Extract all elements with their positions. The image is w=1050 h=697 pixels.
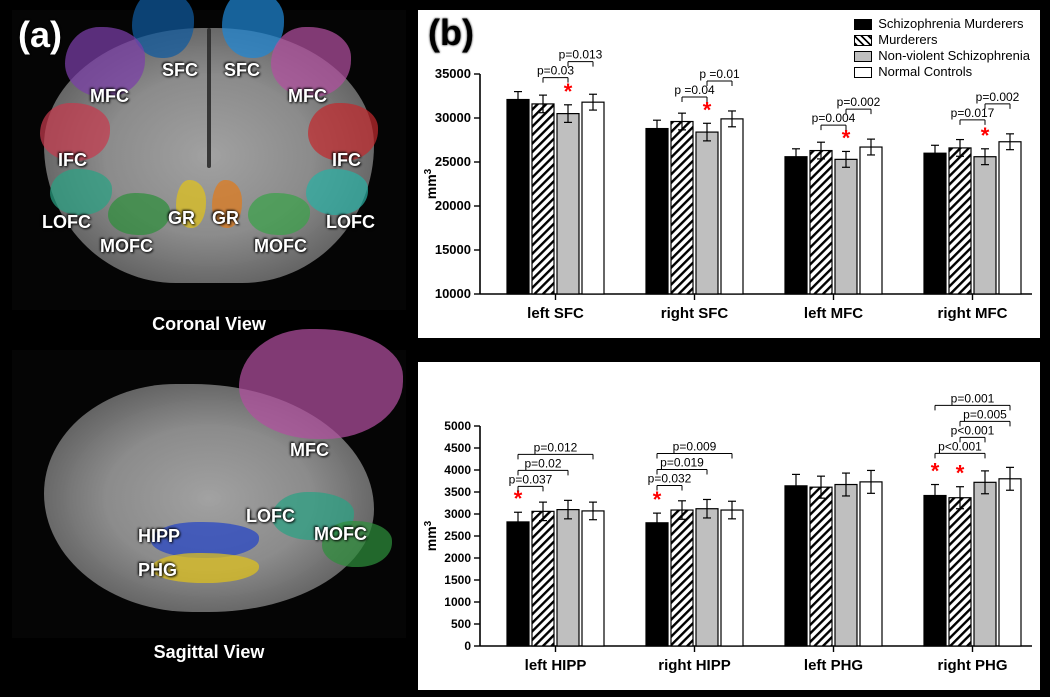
sagittal-caption: Sagittal View — [12, 642, 406, 663]
region-label-ifc_l: IFC — [58, 150, 87, 171]
region-mofc_l — [108, 193, 170, 235]
left-column: (a) SFC SFC MFC MFC IFC IFC LOFC LOFC MOFC MOFC GR… — [12, 10, 412, 670]
bottom-chart-panel: 0 500 1000 1500 2000 2500 3000 3500 4000 4500 5000… — [418, 362, 1040, 690]
svg-text:left SFC: left SFC — [527, 305, 584, 322]
svg-text:*: * — [653, 487, 662, 512]
svg-text:p<0.001: p<0.001 — [951, 423, 995, 437]
svg-text:20000: 20000 — [435, 198, 471, 213]
region-label-sfc_r: SFC — [224, 60, 260, 81]
region-label-mofc_l: MOFC — [100, 236, 153, 257]
svg-text:mm3: mm3 — [423, 168, 440, 199]
svg-text:p=0.002: p=0.002 — [976, 90, 1020, 104]
svg-text:right HIPP: right HIPP — [658, 657, 731, 674]
legend-row-0: Schizophrenia Murderers — [854, 16, 1030, 32]
svg-text:p=0.02: p=0.02 — [524, 456, 561, 470]
svg-text:4500: 4500 — [444, 441, 471, 455]
svg-text:left HIPP: left HIPP — [525, 657, 587, 674]
svg-text:35000: 35000 — [435, 66, 471, 81]
midline-fissure — [207, 28, 211, 168]
svg-text:p=0.03: p=0.03 — [537, 64, 574, 78]
svg-text:30000: 30000 — [435, 110, 471, 125]
svg-text:4000: 4000 — [444, 463, 471, 477]
svg-text:1000: 1000 — [444, 595, 471, 609]
legend-row-2: Non-violent Schizophrenia — [854, 48, 1030, 64]
svg-text:0: 0 — [464, 639, 471, 653]
svg-text:3000: 3000 — [444, 507, 471, 521]
svg-text:p=0.009: p=0.009 — [673, 439, 717, 453]
legend-row-3: Normal Controls — [854, 64, 1030, 80]
svg-text:*: * — [931, 459, 940, 484]
legend-label-1: Murderers — [878, 32, 937, 48]
region-label-mfc_l: MFC — [90, 86, 129, 107]
svg-text:3500: 3500 — [444, 485, 471, 499]
region-lofc_r — [306, 169, 368, 215]
region-label-lofc_r: LOFC — [326, 212, 375, 233]
region-label-mfc_r: MFC — [288, 86, 327, 107]
svg-text:*: * — [981, 123, 990, 148]
svg-text:p=0.001: p=0.001 — [951, 391, 995, 405]
legend-row-1: Murderers — [854, 32, 1030, 48]
region-label-mofc_r: MOFC — [254, 236, 307, 257]
svg-text:p=0.013: p=0.013 — [559, 48, 603, 62]
region-label-sfc_l: SFC — [162, 60, 198, 81]
region-lofc_l — [50, 169, 112, 215]
legend-label-0: Schizophrenia Murderers — [878, 16, 1023, 32]
svg-text:p=0.037: p=0.037 — [509, 472, 553, 486]
chart-legend: Schizophrenia MurderersMurderersNon-viol… — [854, 16, 1030, 80]
region-mofc_r — [248, 193, 310, 235]
svg-text:mm3: mm3 — [423, 520, 440, 551]
svg-text:p=0.017: p=0.017 — [951, 106, 995, 120]
svg-text:left PHG: left PHG — [804, 657, 863, 674]
right-column: (b) Schizophrenia MurderersMurderersNon-… — [418, 10, 1040, 690]
bottom-chart-svg: 0 500 1000 1500 2000 2500 3000 3500 4000 4500 5000… — [418, 362, 1040, 690]
region-label-mofc: MOFC — [314, 524, 367, 545]
region-label-mfc: MFC — [290, 440, 329, 461]
legend-label-3: Normal Controls — [878, 64, 972, 80]
region-label-lofc_l: LOFC — [42, 212, 91, 233]
svg-text:10000: 10000 — [435, 286, 471, 301]
region-label-gr_l: GR — [168, 208, 195, 229]
coronal-view: SFC SFC MFC MFC IFC IFC LOFC LOFC MOFC MOFC GR GR — [12, 10, 406, 310]
svg-text:right SFC: right SFC — [661, 305, 729, 322]
panel-a-label: (a) — [18, 14, 62, 56]
svg-text:left MFC: left MFC — [804, 305, 863, 322]
svg-text:p =0.04: p =0.04 — [674, 83, 715, 97]
svg-text:p=0.012: p=0.012 — [534, 440, 578, 454]
legend-swatch-3 — [854, 67, 872, 78]
svg-text:p=0.005: p=0.005 — [963, 407, 1007, 421]
legend-label-2: Non-violent Schizophrenia — [878, 48, 1030, 64]
svg-text:*: * — [956, 461, 965, 486]
top-chart-panel: Schizophrenia MurderersMurderersNon-viol… — [418, 10, 1040, 338]
svg-text:2500: 2500 — [444, 529, 471, 543]
region-label-ifc_r: IFC — [332, 150, 361, 171]
panel-b-label: (b) — [428, 12, 474, 54]
svg-text:right PHG: right PHG — [938, 657, 1008, 674]
sagittal-view: MFC LOFC MOFC HIPP PHG — [12, 350, 406, 638]
svg-text:15000: 15000 — [435, 242, 471, 257]
svg-text:right MFC: right MFC — [938, 305, 1008, 322]
legend-swatch-0 — [854, 19, 872, 30]
region-label-gr_r: GR — [212, 208, 239, 229]
region-label-lofc: LOFC — [246, 506, 295, 527]
svg-text:p=0.004: p=0.004 — [812, 111, 856, 125]
svg-text:p=0.032: p=0.032 — [648, 471, 692, 485]
legend-swatch-1 — [854, 35, 872, 46]
svg-text:5000: 5000 — [444, 419, 471, 433]
svg-text:25000: 25000 — [435, 154, 471, 169]
legend-swatch-2 — [854, 51, 872, 62]
svg-text:p =0.01: p =0.01 — [699, 67, 740, 81]
svg-text:1500: 1500 — [444, 573, 471, 587]
svg-text:p=0.019: p=0.019 — [660, 455, 704, 469]
svg-text:p=0.002: p=0.002 — [837, 95, 881, 109]
svg-text:2000: 2000 — [444, 551, 471, 565]
region-label-hipp: HIPP — [138, 526, 180, 547]
svg-text:500: 500 — [451, 617, 471, 631]
region-label-phg: PHG — [138, 560, 177, 581]
figure-root: (a) SFC SFC MFC MFC IFC IFC LOFC LOFC MOFC MOFC GR… — [0, 0, 1050, 697]
region-mfc — [239, 329, 403, 439]
